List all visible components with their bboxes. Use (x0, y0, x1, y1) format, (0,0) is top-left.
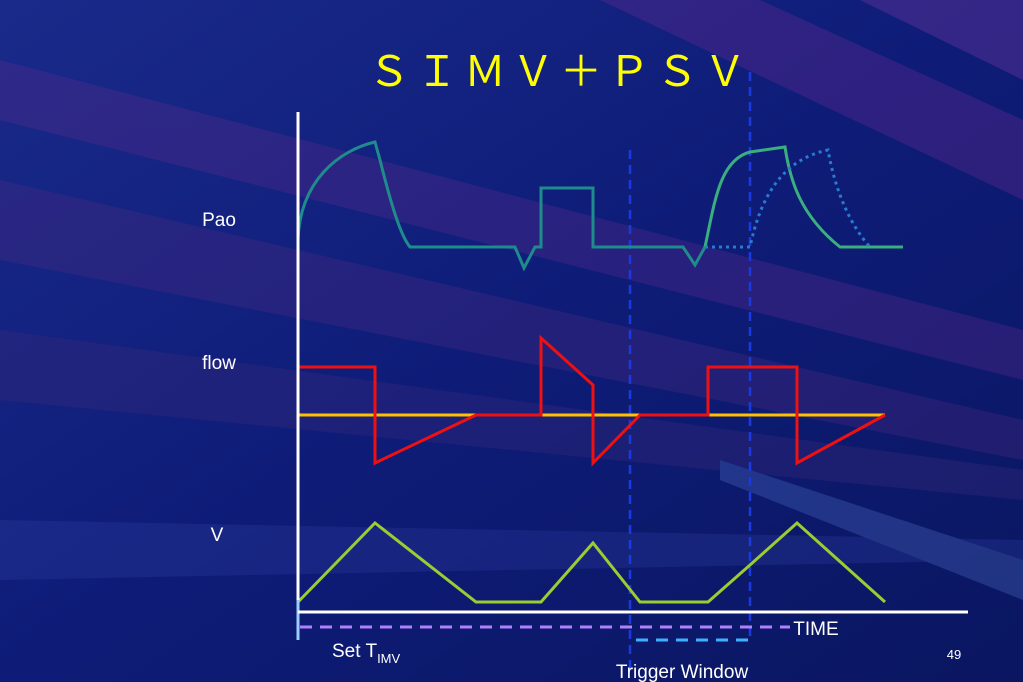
volume-label: V (211, 525, 224, 546)
time-label: TIME (793, 619, 838, 640)
trigger-window-label: Trigger Window (616, 662, 749, 682)
flow-wave (298, 334, 886, 467)
set-timv-label: Set TIMV (332, 641, 401, 666)
volume-wave (296, 520, 887, 604)
pao-wave-psv (703, 145, 903, 249)
pao-wave (296, 140, 707, 272)
page-number: 49 (947, 647, 961, 662)
set-t: Set T (332, 641, 377, 662)
title: ＳＩＭＶ＋ＰＳＶ (368, 48, 752, 95)
pao-wave-dotted (705, 148, 872, 249)
set-t-subscript: IMV (377, 651, 400, 666)
flow-label: flow (202, 353, 236, 374)
pao-label: Pao (202, 210, 236, 231)
